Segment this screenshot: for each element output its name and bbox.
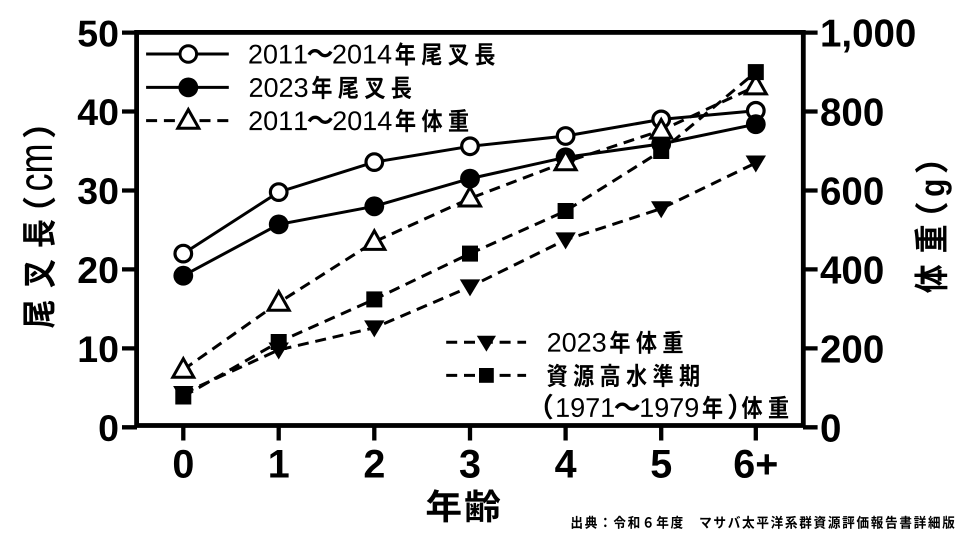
svg-text:200: 200 (820, 329, 884, 372)
svg-text:1: 1 (268, 443, 290, 487)
svg-text:0: 0 (98, 407, 119, 449)
svg-text:600: 600 (820, 171, 884, 214)
svg-text:20: 20 (77, 249, 119, 291)
svg-text:6+: 6+ (733, 443, 778, 487)
svg-text:30: 30 (77, 170, 119, 212)
svg-text:50: 50 (77, 12, 119, 54)
svg-text:10: 10 (77, 328, 119, 370)
svg-text:5: 5 (650, 443, 672, 487)
svg-text:3: 3 (459, 443, 481, 487)
svg-text:4: 4 (555, 443, 577, 487)
svg-text:800: 800 (820, 92, 884, 135)
svg-text:0: 0 (820, 407, 841, 450)
svg-text:1,000: 1,000 (820, 13, 916, 56)
svg-text:0: 0 (172, 443, 194, 487)
svg-text:40: 40 (77, 91, 119, 133)
svg-text:400: 400 (820, 250, 884, 293)
svg-text:2: 2 (363, 443, 385, 487)
